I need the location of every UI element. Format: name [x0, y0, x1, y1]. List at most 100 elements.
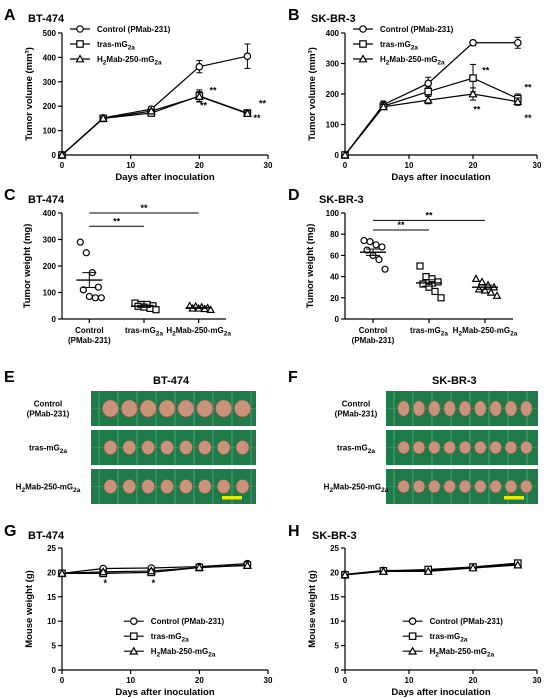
- data-point: [381, 265, 389, 273]
- label-span: 2a: [437, 60, 445, 67]
- y-tick-label: 20: [47, 568, 56, 577]
- data-point: [480, 285, 490, 294]
- legend-marker: [129, 646, 139, 655]
- panel-letter-e: E: [4, 369, 15, 386]
- significance-mark: **: [397, 220, 405, 230]
- y-tick-label: 300: [326, 60, 340, 69]
- y-tick-label: 5: [52, 642, 57, 651]
- series-square: [58, 561, 252, 578]
- tumor-specimen: [520, 440, 533, 455]
- data-point: [85, 292, 93, 301]
- photo-row-label: H2Mab-250-mG2a: [16, 483, 81, 495]
- tumor-specimen: [428, 479, 441, 494]
- data-point: [194, 91, 204, 100]
- photo-row-label: Control: [342, 400, 370, 409]
- tumor-specimen: [235, 440, 250, 455]
- data-point: [375, 256, 383, 264]
- data-point: [434, 278, 442, 286]
- tumor-specimen: [160, 479, 174, 494]
- y-tick-label: 0: [335, 666, 340, 675]
- y-tick-label: 0: [52, 151, 57, 160]
- data-point: [513, 96, 523, 106]
- tumor-specimen: [198, 479, 212, 494]
- y-tick-label: 100: [326, 121, 340, 130]
- label-span: 2a: [381, 487, 389, 494]
- group-circle: [360, 236, 389, 273]
- label-span: 2a: [154, 60, 162, 67]
- y-axis-label: Mouse weight (g): [24, 570, 35, 648]
- x-axis-label: Days after inoculation: [391, 687, 490, 698]
- tumor-specimen: [474, 440, 487, 455]
- tumor-specimen: [120, 399, 138, 418]
- series-line: [61, 55, 248, 156]
- scale-bar: [222, 496, 242, 500]
- tumor-specimen: [504, 400, 518, 417]
- data-point: [366, 238, 374, 246]
- x-tick-label: 0: [343, 676, 348, 685]
- data-point: [416, 262, 424, 270]
- x-tick-label: 30: [533, 161, 542, 170]
- x-tick-label: 20: [195, 676, 204, 685]
- x-tick-label: 10: [405, 676, 414, 685]
- panel-title-d: SK-BR-3: [319, 194, 364, 206]
- tumor-specimen: [474, 479, 487, 494]
- x-axis-label: Days after inoculation: [391, 172, 490, 183]
- data-point: [91, 294, 99, 302]
- label-span: 2: [458, 331, 462, 338]
- y-axis-label: Tumor volume (mm³): [307, 47, 318, 141]
- tumor-specimen: [428, 400, 441, 417]
- data-point: [57, 150, 67, 159]
- tumor-specimen: [215, 399, 233, 418]
- legend-label: H2Mab-250-mG2a: [151, 647, 216, 659]
- legend-marker: [408, 632, 417, 641]
- tumor-specimen: [141, 479, 155, 494]
- label-span: tras-mG: [337, 444, 368, 453]
- chart-d: 0 20 40 60 80 100 Tumor weight (mg) Control(PMa…: [305, 209, 518, 345]
- label-span: Mab-250-mG: [389, 55, 437, 64]
- series-square: [58, 89, 252, 159]
- label-span: 2a: [73, 487, 81, 494]
- label-span: Control (PMab-231): [380, 25, 454, 34]
- legend-label: Control (PMab-231): [380, 25, 454, 34]
- data-point: [378, 243, 386, 251]
- data-point: [513, 38, 522, 47]
- y-axis-label: Tumor weight (mg): [305, 224, 316, 309]
- label-span: 2: [386, 60, 390, 67]
- series-triangle: [340, 87, 523, 159]
- label-span: Mab-250-mG: [462, 326, 510, 335]
- legend-label: H2Mab-250-mG2a: [380, 55, 445, 67]
- legend-marker: [130, 617, 138, 626]
- label-span: 2a: [460, 637, 468, 644]
- panel-title-b: SK-BR-3: [311, 13, 356, 25]
- label-span: tras-mG: [151, 632, 182, 641]
- tumor-specimen: [489, 479, 502, 494]
- photo-row: [91, 430, 256, 465]
- tumor-specimen: [397, 400, 410, 417]
- data-point: [378, 566, 388, 575]
- label-span: 2a: [487, 652, 495, 659]
- x-tick-label: 10: [126, 676, 135, 685]
- data-point: [57, 568, 67, 577]
- x-tick-label: 20: [469, 161, 478, 170]
- tumor-specimen: [103, 479, 118, 494]
- label-span: Mab-250-mG: [106, 55, 154, 64]
- chart-c: 0 100 200 300 400 Tumor weight (mg) Control(PM…: [22, 203, 231, 345]
- tumor-specimen: [489, 440, 502, 455]
- tumor-specimen: [177, 399, 195, 418]
- x-tick-label: 10: [405, 161, 414, 170]
- data-point: [486, 287, 496, 296]
- data-point: [152, 306, 160, 314]
- data-point: [492, 291, 502, 299]
- y-tick-label: 300: [43, 78, 57, 87]
- group-circle: [76, 238, 105, 302]
- y-tick-label: 0: [335, 151, 340, 160]
- data-point: [206, 305, 215, 313]
- category-label: H2Mab-250-mG2a: [166, 326, 231, 338]
- y-tick-label: 0: [52, 315, 57, 324]
- label-span: 2: [435, 652, 439, 659]
- data-point: [243, 52, 252, 60]
- x-tick-label: 10: [126, 161, 135, 170]
- tumor-specimen: [520, 479, 533, 494]
